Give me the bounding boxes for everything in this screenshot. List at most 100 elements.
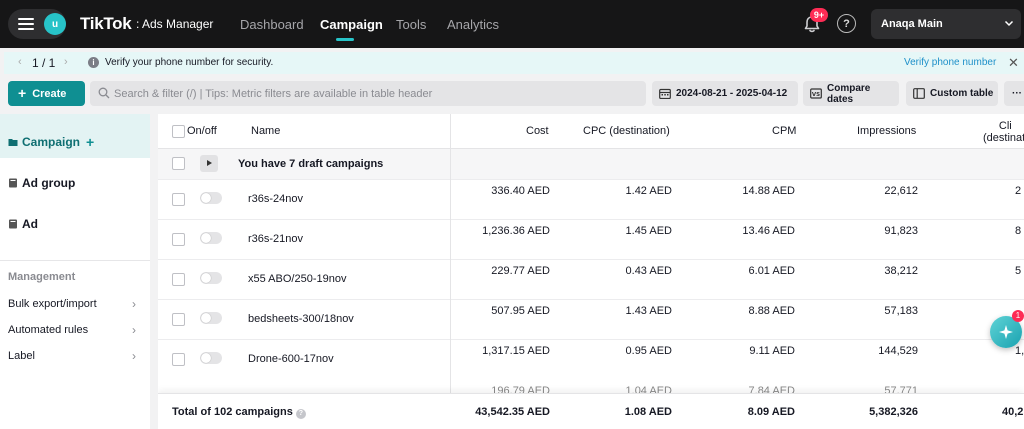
cpm-cell: 8.88 AED <box>748 305 795 317</box>
sidebar-link-bulk-export[interactable]: Bulk export/import › <box>8 297 138 311</box>
account-switcher[interactable]: Anaqa Main <box>871 9 1021 39</box>
partial-table-row: 196.79 AED 1.04 AED 7.84 AED 57,771 <box>158 381 1024 393</box>
status-toggle[interactable] <box>200 352 222 364</box>
close-icon[interactable]: ✕ <box>1008 55 1019 70</box>
sidebar-link-automated-rules[interactable]: Automated rules › <box>8 323 138 337</box>
sidebar-campaign-label: Campaign <box>22 135 81 149</box>
impressions-cell: 38,212 <box>884 265 918 277</box>
column-header-cost[interactable]: Cost <box>526 125 549 137</box>
cpc-cell: 1.45 AED <box>625 225 672 237</box>
ads-manager-label: : Ads Manager <box>136 17 214 31</box>
tiktok-logo[interactable]: TikTok <box>80 14 132 33</box>
create-button[interactable]: + Create <box>8 81 85 106</box>
table-row[interactable]: x55 ABO/250-19nov 229.77 AED 0.43 AED 6.01 … <box>158 259 1024 299</box>
total-cost: 43,542.35 AED <box>475 406 550 418</box>
cpm-cell: 14.88 AED <box>742 185 795 197</box>
compare-icon: VS <box>810 88 822 99</box>
table-row[interactable]: r36s-21nov 1,236.36 AED 1.45 AED 13.46 AED 9… <box>158 219 1024 259</box>
row-checkbox[interactable] <box>172 313 185 326</box>
clicks-cell: 8 <box>1015 225 1022 237</box>
chevron-right-icon: › <box>132 323 136 337</box>
menu-icon <box>18 18 34 30</box>
draft-row-checkbox[interactable] <box>172 157 185 170</box>
row-checkbox[interactable] <box>172 233 185 246</box>
label-link-label: Label <box>8 350 35 362</box>
status-toggle[interactable] <box>200 312 222 324</box>
create-label: Create <box>32 87 67 100</box>
clicks-cell: 5 <box>1015 265 1022 277</box>
sidebar-item-ad-group[interactable]: Ad group <box>8 176 75 190</box>
date-range-picker[interactable]: 2024-08-21 - 2025-04-12 <box>652 81 798 106</box>
row-checkbox[interactable] <box>172 273 185 286</box>
next-notice-icon[interactable]: › <box>64 56 68 68</box>
expand-caret-icon[interactable] <box>200 155 218 172</box>
cpm-cell: 13.46 AED <box>742 225 795 237</box>
columns-icon <box>913 88 925 99</box>
menu-button[interactable]: u <box>8 9 66 39</box>
nav-analytics[interactable]: Analytics <box>447 17 500 32</box>
total-row: Total of 102 campaigns? 43,542.35 AED 1.… <box>158 393 1024 429</box>
help-icon[interactable]: ? <box>837 14 856 33</box>
ai-notification-badge: 1 <box>1012 310 1024 322</box>
search-input[interactable] <box>114 87 646 100</box>
campaign-name[interactable]: r36s-24nov <box>248 193 304 205</box>
nav-campaign[interactable]: Campaign <box>320 17 383 32</box>
table-row[interactable]: bedsheets-300/18nov 507.95 AED 1.43 AED 8.8… <box>158 299 1024 339</box>
sidebar-ad-label: Ad <box>22 217 38 231</box>
level-sidebar: Campaign + Ad group Ad Management Bulk e… <box>0 114 150 429</box>
row-checkbox[interactable] <box>172 193 185 206</box>
total-help-icon[interactable]: ? <box>295 409 306 419</box>
status-toggle[interactable] <box>200 232 222 244</box>
impressions-cell: 57,183 <box>884 305 918 317</box>
column-header-cpm[interactable]: CPM <box>772 125 797 137</box>
impressions-cell: 22,612 <box>884 185 918 197</box>
campaign-name[interactable]: bedsheets-300/18nov <box>248 313 354 325</box>
table-row[interactable]: r36s-24nov 336.40 AED 1.42 AED 14.88 AED 22,… <box>158 179 1024 219</box>
row-checkbox[interactable] <box>172 353 185 366</box>
column-header-impressions[interactable]: Impressions <box>857 125 917 137</box>
custom-table-button[interactable]: Custom table <box>906 81 998 106</box>
sidebar-link-label[interactable]: Label › <box>8 349 138 363</box>
plus-icon: + <box>18 84 27 101</box>
status-toggle[interactable] <box>200 192 222 204</box>
column-header-clicks[interactable]: Cli (destinati <box>983 120 1024 144</box>
sidebar-item-campaign[interactable]: Campaign + <box>8 134 94 150</box>
compare-dates-label: Compare dates <box>827 82 871 105</box>
cost-cell: 507.95 AED <box>491 305 550 317</box>
frozen-column-divider <box>450 114 451 429</box>
nav-tools[interactable]: Tools <box>396 17 427 32</box>
campaign-name[interactable]: Drone-600-17nov <box>248 353 334 365</box>
more-options-button[interactable]: ··· <box>1004 81 1024 106</box>
search-filter-bar[interactable] <box>90 81 646 106</box>
column-header-onoff[interactable]: On/off <box>187 125 217 137</box>
prev-notice-icon[interactable]: ‹ <box>18 56 22 68</box>
cost-cell: 1,317.15 AED <box>482 345 550 357</box>
partial-impressions: 57,771 <box>884 385 918 393</box>
table-row[interactable]: Drone-600-17nov 1,317.15 AED 0.95 AED 9.11 … <box>158 339 1024 379</box>
select-all-checkbox[interactable] <box>172 125 185 138</box>
header-divider <box>158 148 1024 149</box>
total-clicks: 40,2 <box>1002 406 1024 418</box>
nav-dashboard[interactable]: Dashboard <box>240 17 304 32</box>
campaign-name[interactable]: r36s-21nov <box>248 233 304 245</box>
status-toggle[interactable] <box>200 272 222 284</box>
search-icon <box>98 87 110 99</box>
cost-cell: 229.77 AED <box>491 265 550 277</box>
cpm-cell: 6.01 AED <box>748 265 795 277</box>
cpc-cell: 0.43 AED <box>625 265 672 277</box>
partial-cpc: 1.04 AED <box>625 385 672 393</box>
compare-dates-button[interactable]: VS Compare dates <box>803 81 899 106</box>
user-avatar[interactable]: u <box>44 13 66 35</box>
impressions-cell: 91,823 <box>884 225 918 237</box>
column-header-name[interactable]: Name <box>251 125 281 137</box>
draft-campaigns-text: You have 7 draft campaigns <box>238 158 384 170</box>
add-campaign-icon[interactable]: + <box>86 134 95 150</box>
column-header-cpc[interactable]: CPC (destination) <box>583 125 670 137</box>
draft-campaigns-row[interactable]: You have 7 draft campaigns <box>158 149 1024 179</box>
campaign-name[interactable]: x55 ABO/250-19nov <box>248 273 347 285</box>
clicks-header-line1: Cli <box>998 120 1012 132</box>
verify-phone-link[interactable]: Verify phone number <box>904 57 997 68</box>
bulk-export-label: Bulk export/import <box>8 298 97 310</box>
sidebar-item-ad[interactable]: Ad <box>8 217 38 231</box>
date-range-value: 2024-08-21 - 2025-04-12 <box>676 88 788 99</box>
